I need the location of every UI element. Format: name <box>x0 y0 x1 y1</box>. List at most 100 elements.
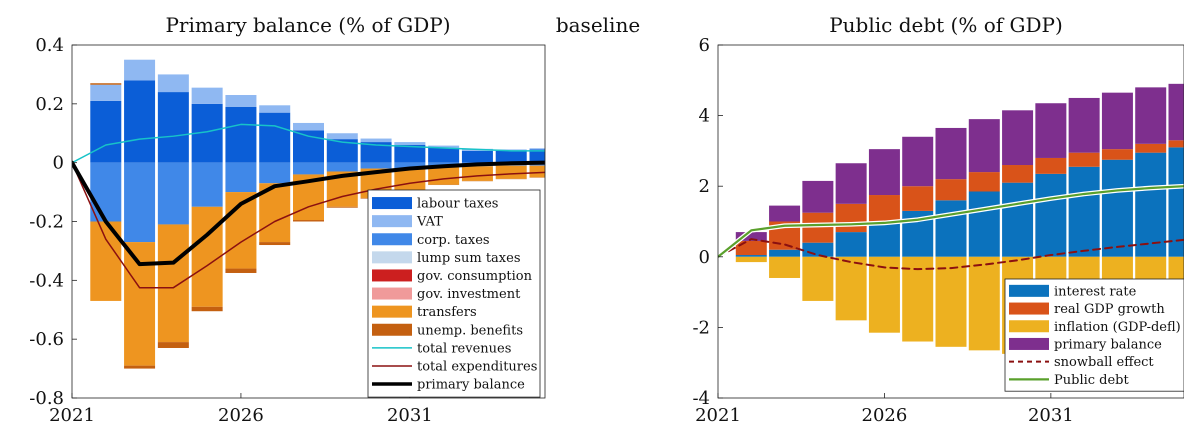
line-layer <box>72 123 545 289</box>
legend-swatch-corp-taxes <box>372 233 412 246</box>
line-snowball-effect <box>718 238 1184 271</box>
bar-primary-balance-2035 <box>1168 83 1184 141</box>
bar-interest-rate-2034 <box>1135 152 1167 257</box>
bar-unemp-benefits-2029 <box>326 206 358 208</box>
bar-unemp-benefits-2028 <box>293 220 324 222</box>
legend-label-vat: VAT <box>416 215 443 230</box>
bar-transfers-2033 <box>461 166 493 181</box>
bar-real-gdp-growth-2024 <box>802 212 834 243</box>
bar-vat-2024 <box>157 74 189 93</box>
legend-swatch-unemp-benefits <box>372 323 412 336</box>
bar-real-gdp-growth-2029 <box>968 172 1000 192</box>
bar-corp-taxes-2026 <box>225 162 257 193</box>
bar-vat-2023 <box>124 59 156 81</box>
bar-real-gdp-growth-2025 <box>835 203 867 233</box>
bar-transfers-2034 <box>495 165 527 179</box>
line-primary-balance <box>72 160 545 267</box>
bar-labour-taxes-2030 <box>360 142 392 163</box>
bar-inflation-gdp-defl-2029 <box>968 256 1000 351</box>
bar-primary-balance-2026 <box>868 149 900 196</box>
bar-layer <box>90 59 545 369</box>
bar-interest-rate-2031 <box>1035 173 1067 257</box>
bar-primary-balance-2032 <box>1068 97 1100 153</box>
bar-corp-taxes-2025 <box>191 162 223 207</box>
bar-unemp-benefits-2023 <box>124 365 156 369</box>
bar-labour-taxes-2024 <box>157 92 189 163</box>
bar-transfers-2031 <box>394 168 426 193</box>
y-tick-label: -0.4 <box>29 270 64 291</box>
bar-interest-rate-2026 <box>868 223 900 257</box>
legend-label-lump-sum-taxes: lump sum taxes <box>417 251 521 266</box>
bar-labour-taxes-2026 <box>225 106 257 163</box>
bar-primary-balance-2022 <box>735 232 767 241</box>
y-tick-label: 4 <box>699 106 710 127</box>
bar-primary-balance-2028 <box>935 127 967 180</box>
x-tick-label: 2021 <box>695 405 741 426</box>
bar-real-gdp-growth-2028 <box>935 179 967 201</box>
bar-interest-rate-2030 <box>1002 182 1034 257</box>
bar-interest-rate-2032 <box>1068 166 1100 257</box>
bar-primary-balance-2030 <box>1002 110 1034 166</box>
bar-real-gdp-growth-2032 <box>1068 152 1100 167</box>
legend: labour taxes VAT corp. taxes lump sum taxes… <box>367 189 541 398</box>
axes: -4 -2 0 2 4 6 2021 2026 2031 <box>692 35 1184 426</box>
legend-swatch-gov-consumption <box>372 269 412 282</box>
bar-transfers-2024 <box>157 224 189 343</box>
bar-real-gdp-growth-2026 <box>868 195 900 224</box>
bar-interest-rate-2023 <box>769 249 801 257</box>
bar-corp-taxes-2028 <box>293 162 324 175</box>
line-public-debt <box>718 185 1184 258</box>
legend-label-corp-taxes: corp. taxes <box>417 233 490 248</box>
bar-vat-2031 <box>394 142 426 146</box>
bar-primary-balance-2025 <box>835 163 867 204</box>
bar-labour-taxes-2023 <box>124 80 156 163</box>
bar-corp-taxes-2031 <box>394 162 426 169</box>
legend-label-unemp-benefits: unemp. benefits <box>417 323 523 338</box>
axes: -0.8 -0.6 -0.4 -0.2 0 0.2 0.4 2021 2026 2031 <box>29 35 546 426</box>
bar-vat-2032 <box>428 145 460 148</box>
legend-swatch-primary-balance <box>1009 337 1049 350</box>
bar-vat-2029 <box>326 133 358 140</box>
bar-labour-taxes-2033 <box>461 150 493 163</box>
bar-inflation-gdp-defl-2023 <box>769 256 801 278</box>
bar-primary-balance-2027 <box>902 136 934 187</box>
line-total-revenues <box>72 123 545 164</box>
x-tick-label: 2026 <box>218 405 264 426</box>
bar-vat-2025 <box>191 87 223 104</box>
legend-label-interest-rate: interest rate <box>1054 284 1137 299</box>
line-layer <box>718 183 1184 271</box>
bar-transfers-2025 <box>191 206 223 307</box>
legend-label-primary-balance: primary balance <box>417 378 525 393</box>
y-tick-label: -0.8 <box>29 388 64 409</box>
legend: interest rate real GDP growth inflation (G… <box>1004 278 1184 392</box>
x-tick-label: 2026 <box>862 405 908 426</box>
bar-labour-taxes-2035 <box>529 149 545 163</box>
x-tick-label: 2031 <box>387 405 433 426</box>
legend-swatch-transfers <box>372 305 412 318</box>
bar-unemp-benefits-2022 <box>90 83 122 85</box>
bar-interest-rate-2028 <box>935 200 967 257</box>
bar-inflation-gdp-defl-2027 <box>902 256 934 342</box>
y-tick-label: 0.2 <box>35 94 64 115</box>
primary-balance-chart: Primary balance (% of GDP) -0.8-0.6-0.4-… <box>29 13 546 426</box>
bar-corp-taxes-2022 <box>90 162 122 222</box>
bar-corp-taxes-2030 <box>360 162 392 169</box>
bar-unemp-benefits-2024 <box>157 342 189 348</box>
legend-label-inflation-gdp-defl: inflation (GDP-defl) <box>1054 320 1181 335</box>
legend-swatch-interest-rate <box>1009 284 1049 297</box>
legend-label-total-expenditures: total expenditures <box>417 359 537 374</box>
bar-real-gdp-growth-2027 <box>902 186 934 211</box>
chart-title: Public debt (% of GDP) <box>829 13 1063 37</box>
legend-label-labour-taxes: labour taxes <box>417 197 498 212</box>
legend-label-primary-balance: primary balance <box>1054 337 1162 352</box>
bar-labour-taxes-2031 <box>394 145 426 163</box>
bar-interest-rate-2035 <box>1168 147 1184 257</box>
y-tick-label: -4 <box>692 388 710 409</box>
bar-inflation-gdp-defl-2025 <box>835 256 867 321</box>
bar-inflation-gdp-defl-2028 <box>935 256 967 347</box>
bar-interest-rate-2022 <box>735 255 767 257</box>
bar-interest-rate-2029 <box>968 191 1000 257</box>
bar-vat-2026 <box>225 95 257 107</box>
bar-transfers-2023 <box>124 242 156 366</box>
legend-swatch-vat <box>372 215 412 228</box>
